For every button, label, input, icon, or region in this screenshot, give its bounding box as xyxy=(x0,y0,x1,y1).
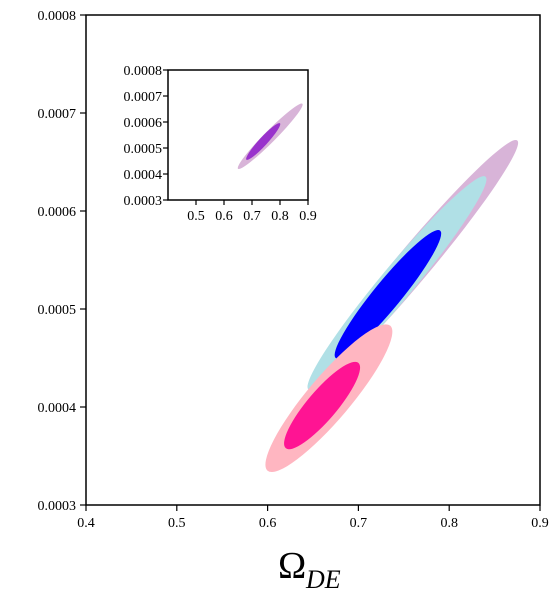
inset-y-tick-label: 0.0007 xyxy=(124,90,163,105)
inset-plot: 0.5 0.6 0.7 0.8 0.9 0.0003 0.0004 0.0005 0.0006 0… xyxy=(124,64,317,224)
main-y-tick-label: 0.0007 xyxy=(38,107,77,122)
inset-x-tick-label: 0.8 xyxy=(271,209,289,224)
main-x-tick-label: 0.8 xyxy=(440,516,458,531)
inset-x-tick-label: 0.6 xyxy=(215,209,233,224)
main-x-tick-label: 0.7 xyxy=(350,516,368,531)
inset-x-tick-label: 0.7 xyxy=(243,209,261,224)
main-y-tick-label: 0.0006 xyxy=(38,205,77,220)
main-x-tick-label: 0.4 xyxy=(77,516,95,531)
main-x-tick-label: 0.9 xyxy=(531,516,549,531)
main-frame xyxy=(85,14,541,506)
main-x-tick-label: 0.5 xyxy=(168,516,186,531)
inset-y-tick-label: 0.0008 xyxy=(124,64,163,79)
inset-y-tick-label: 0.0005 xyxy=(124,142,163,157)
main-x-tick-label: 0.6 xyxy=(259,516,277,531)
main-y-tick-label: 0.0004 xyxy=(38,401,77,416)
inset-y-tick-label: 0.0003 xyxy=(124,194,163,209)
inset-y-tick-label: 0.0004 xyxy=(124,168,163,183)
main-y-tick-label: 0.0005 xyxy=(38,303,77,318)
inset-frame xyxy=(167,69,309,201)
inset-x-tick-label: 0.9 xyxy=(299,209,317,224)
inset-contour-1 xyxy=(246,123,281,160)
x-axis-label-subscript: DE xyxy=(305,565,341,594)
main-y-tick-label: 0.0008 xyxy=(38,9,77,24)
x-axis-label: Ω xyxy=(278,545,306,587)
main-contour-4 xyxy=(284,361,361,450)
main-contour-2 xyxy=(334,230,442,359)
inset-x-tick-label: 0.5 xyxy=(187,209,205,224)
main-y-tick-label: 0.0003 xyxy=(38,499,77,514)
inset-y-tick-label: 0.0006 xyxy=(124,116,163,131)
main-plot: 0.4 0.5 0.6 0.7 0.8 0.9 0.0003 0.0004 0.0005 0.00… xyxy=(38,9,549,531)
